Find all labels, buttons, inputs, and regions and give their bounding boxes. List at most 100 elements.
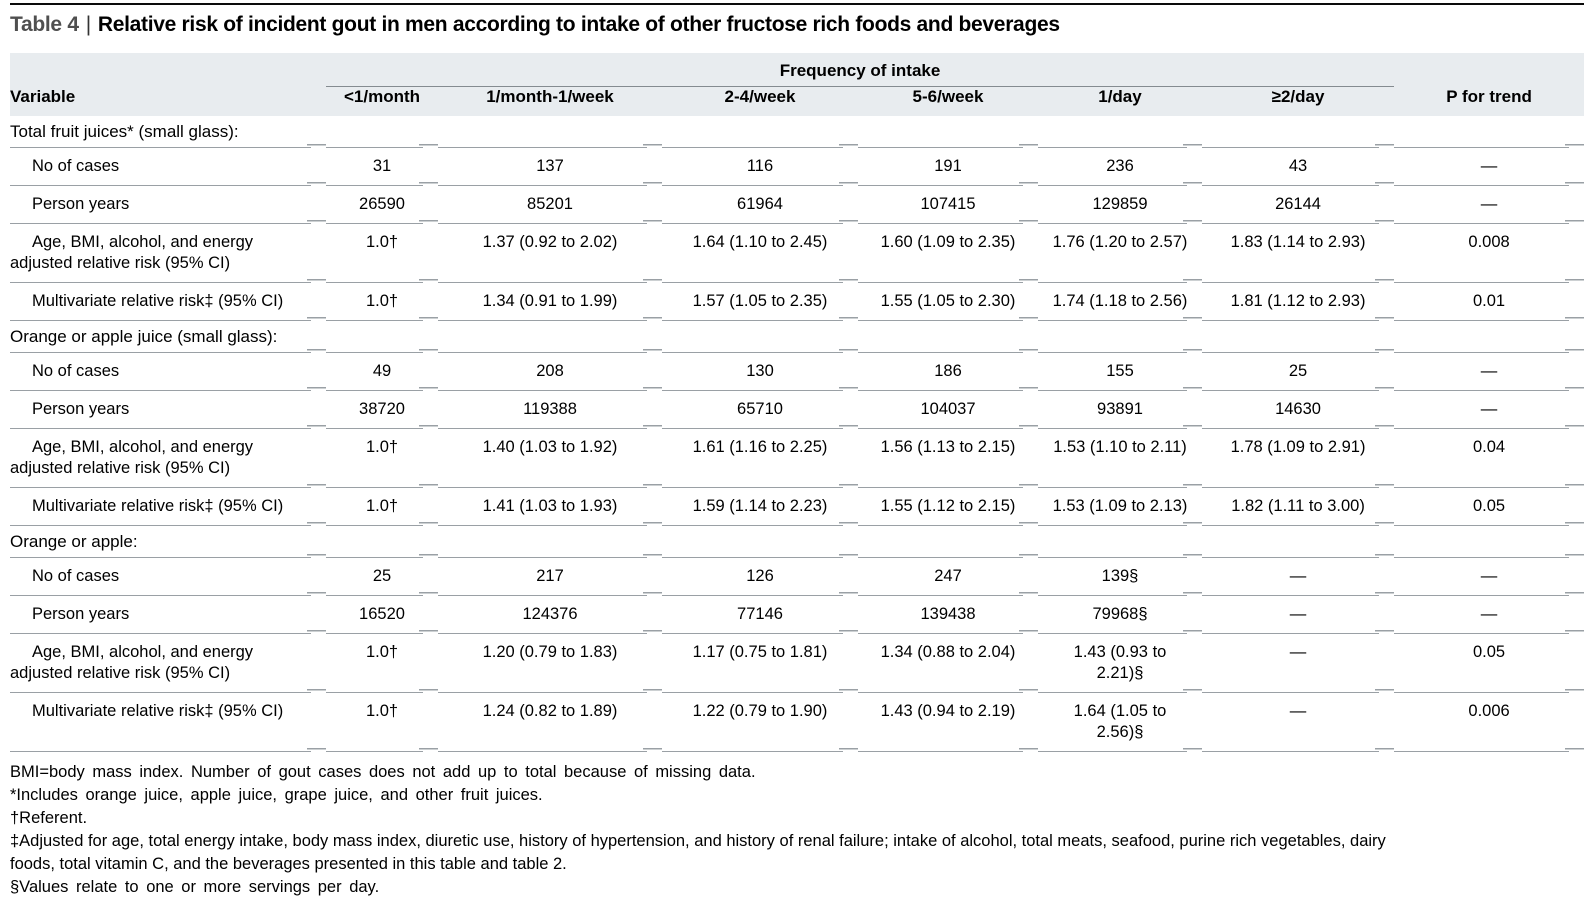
table-row: Person years 16520 124376 77146 139438 79968§… — [10, 596, 1584, 634]
section-spacer-cell — [662, 526, 858, 558]
cell-value: 126 — [662, 558, 858, 596]
cell-value: — — [1394, 391, 1584, 429]
cell-value: 139§ — [1038, 558, 1202, 596]
table-row: Multivariate relative risk‡ (95% CI) 1.0†… — [10, 283, 1584, 321]
cell-value: 1.41 (1.03 to 1.93) — [438, 488, 662, 526]
cell-value: 247 — [858, 558, 1038, 596]
footnotes: BMI=body mass index. Number of gout case… — [10, 761, 1584, 898]
section-spacer-cell — [1202, 321, 1394, 353]
cell-value: 236 — [1038, 148, 1202, 186]
section-label: Orange or apple juice (small glass): — [10, 321, 326, 353]
section-spacer-cell — [1202, 116, 1394, 148]
section-spacer-cell — [1394, 321, 1584, 353]
group-header-row: Frequency of intake — [10, 53, 1585, 87]
cell-value: 1.40 (1.03 to 1.92) — [438, 429, 662, 488]
cell-value: 25 — [1202, 353, 1394, 391]
row-label: No of cases — [10, 148, 326, 186]
cell-value: — — [1394, 186, 1584, 224]
cell-value: 1.24 (0.82 to 1.89) — [438, 693, 662, 752]
cell-value: 38720 — [326, 391, 438, 429]
cell-value: 155 — [1038, 353, 1202, 391]
table-header: Frequency of intake Variable <1/month 1/mo… — [10, 53, 1585, 116]
table-row: Person years 26590 85201 61964 107415 129859 2… — [10, 186, 1584, 224]
title-separator: | — [85, 13, 91, 36]
row-label: No of cases — [10, 353, 326, 391]
table-row: Age, BMI, alcohol, and energy adjusted r… — [10, 429, 1584, 488]
cell-value: 191 — [858, 148, 1038, 186]
cell-value: 25 — [326, 558, 438, 596]
section-spacer-cell — [662, 321, 858, 353]
cell-value: 1.55 (1.12 to 2.15) — [858, 488, 1038, 526]
cell-value: 1.74 (1.18 to 2.56) — [1038, 283, 1202, 321]
column-header: 1/month-1/week — [438, 87, 662, 116]
cell-value: 1.20 (0.79 to 1.83) — [438, 634, 662, 693]
cell-value: 61964 — [662, 186, 858, 224]
cell-value: 1.43 (0.93 to 2.21)§ — [1038, 634, 1202, 693]
section-spacer-cell — [1394, 116, 1584, 148]
cell-value: 0.05 — [1394, 634, 1584, 693]
cell-value: — — [1202, 596, 1394, 634]
cell-value: 119388 — [438, 391, 662, 429]
table-row: Person years 38720 119388 65710 104037 93891 1… — [10, 391, 1584, 429]
cell-value: 1.17 (0.75 to 1.81) — [662, 634, 858, 693]
cell-value: 0.008 — [1394, 224, 1584, 283]
row-label: Person years — [10, 391, 326, 429]
table-body: Total fruit juices* (small glass): No of … — [10, 116, 1584, 752]
cell-value: 1.83 (1.14 to 2.93) — [1202, 224, 1394, 283]
section-spacer-cell — [326, 116, 438, 148]
cell-value: 124376 — [438, 596, 662, 634]
cell-value: 217 — [438, 558, 662, 596]
section-spacer-cell — [858, 116, 1038, 148]
header-spacer — [10, 53, 326, 87]
cell-value: 116 — [662, 148, 858, 186]
cell-value: 85201 — [438, 186, 662, 224]
row-label: Age, BMI, alcohol, and energy adjusted r… — [10, 429, 326, 488]
cell-value: 1.76 (1.20 to 2.57) — [1038, 224, 1202, 283]
cell-value: 0.01 — [1394, 283, 1584, 321]
cell-value: 1.64 (1.10 to 2.45) — [662, 224, 858, 283]
cell-value: 1.81 (1.12 to 2.93) — [1202, 283, 1394, 321]
cell-value: 1.0† — [326, 283, 438, 321]
section-header-row: Orange or apple juice (small glass): — [10, 321, 1584, 353]
row-label: Multivariate relative risk‡ (95% CI) — [10, 283, 326, 321]
cell-value: 43 — [1202, 148, 1394, 186]
row-label: No of cases — [10, 558, 326, 596]
title-text: Relative risk of incident gout in men ac… — [97, 13, 1060, 36]
section-spacer-cell — [1202, 526, 1394, 558]
cell-value: 16520 — [326, 596, 438, 634]
top-rule — [10, 3, 1584, 5]
cell-value: 1.34 (0.88 to 2.04) — [858, 634, 1038, 693]
cell-value: 129859 — [1038, 186, 1202, 224]
table-row: Multivariate relative risk‡ (95% CI) 1.0†… — [10, 488, 1584, 526]
cell-value: 0.006 — [1394, 693, 1584, 752]
cell-value: 65710 — [662, 391, 858, 429]
column-header: 2-4/week — [662, 87, 858, 116]
cell-value: 137 — [438, 148, 662, 186]
cell-value: — — [1394, 596, 1584, 634]
cell-value: 186 — [858, 353, 1038, 391]
cell-value: 1.57 (1.05 to 2.35) — [662, 283, 858, 321]
cell-value: 93891 — [1038, 391, 1202, 429]
cell-value: 26144 — [1202, 186, 1394, 224]
section-spacer-cell — [438, 526, 662, 558]
footnote: §Values relate to one or more servings p… — [10, 878, 380, 896]
cell-value: 1.61 (1.16 to 2.25) — [662, 429, 858, 488]
column-header-row: Variable <1/month 1/month-1/week 2-4/week 5-… — [10, 87, 1585, 116]
cell-value: 1.34 (0.91 to 1.99) — [438, 283, 662, 321]
cell-value: 208 — [438, 353, 662, 391]
column-header: 1/day — [1038, 87, 1202, 116]
table-row: No of cases 49 208 130 186 155 25— — [10, 353, 1584, 391]
cell-value: — — [1202, 693, 1394, 752]
row-label: Person years — [10, 186, 326, 224]
cell-value: 139438 — [858, 596, 1038, 634]
column-header: Variable — [10, 87, 326, 116]
table-title: Table 4 | Relative risk of incident gout i… — [10, 13, 1584, 37]
footnote: BMI=body mass index. Number of gout case… — [10, 763, 756, 781]
section-spacer-cell — [326, 321, 438, 353]
footnote: †Referent. — [10, 809, 88, 827]
section-spacer-cell — [662, 116, 858, 148]
section-header-row: Orange or apple: — [10, 526, 1584, 558]
table-row: No of cases 25 217 126 247 139§ — — — [10, 558, 1584, 596]
cell-value: 104037 — [858, 391, 1038, 429]
